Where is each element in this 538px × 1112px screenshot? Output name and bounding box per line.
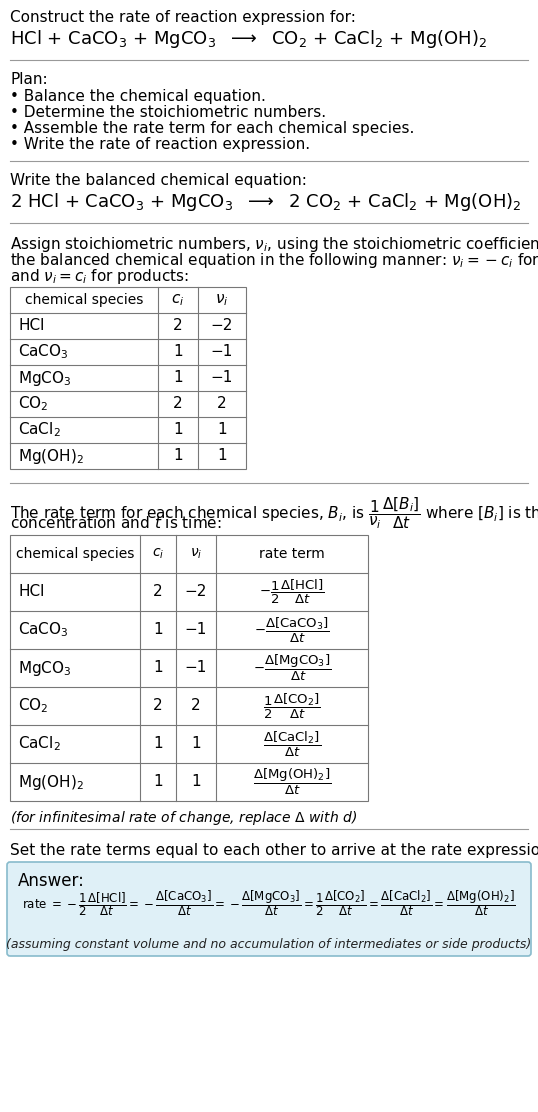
Text: Mg(OH)$_2$: Mg(OH)$_2$ — [18, 447, 84, 466]
Text: 1: 1 — [153, 774, 163, 790]
Text: rate $= -\dfrac{1}{2}\dfrac{\Delta[\mathrm{HCl}]}{\Delta t} = -\dfrac{\Delta[\ma: rate $= -\dfrac{1}{2}\dfrac{\Delta[\math… — [22, 888, 516, 917]
Text: $c_i$: $c_i$ — [152, 547, 164, 562]
Text: (assuming constant volume and no accumulation of intermediates or side products): (assuming constant volume and no accumul… — [6, 939, 532, 951]
Text: CaCl$_2$: CaCl$_2$ — [18, 735, 61, 753]
FancyBboxPatch shape — [7, 862, 531, 956]
Text: 2: 2 — [173, 397, 183, 411]
Text: 2: 2 — [217, 397, 227, 411]
Text: $-\dfrac{\Delta[\mathrm{MgCO_3}]}{\Delta t}$: $-\dfrac{\Delta[\mathrm{MgCO_3}]}{\Delta… — [253, 653, 331, 683]
Text: $\nu_i$: $\nu_i$ — [190, 547, 202, 562]
Text: HCl: HCl — [18, 585, 44, 599]
Text: $\dfrac{\Delta[\mathrm{CaCl_2}]}{\Delta t}$: $\dfrac{\Delta[\mathrm{CaCl_2}]}{\Delta … — [263, 729, 321, 758]
Text: CO$_2$: CO$_2$ — [18, 395, 48, 414]
Text: 1: 1 — [173, 370, 183, 386]
Text: rate term: rate term — [259, 547, 325, 560]
Text: Answer:: Answer: — [18, 872, 85, 890]
Text: 2: 2 — [191, 698, 201, 714]
Text: chemical species: chemical species — [25, 292, 143, 307]
Text: 1: 1 — [217, 423, 227, 437]
Text: concentration and $t$ is time:: concentration and $t$ is time: — [10, 515, 222, 532]
Text: (for infinitesimal rate of change, replace $\Delta$ with $d$): (for infinitesimal rate of change, repla… — [10, 810, 357, 827]
Text: 2 HCl + CaCO$_3$ + MgCO$_3$  $\longrightarrow$  2 CO$_2$ + CaCl$_2$ + Mg(OH)$_2$: 2 HCl + CaCO$_3$ + MgCO$_3$ $\longrighta… — [10, 191, 521, 214]
Text: 2: 2 — [173, 318, 183, 334]
Text: $\nu_i$: $\nu_i$ — [215, 292, 229, 308]
Text: −1: −1 — [211, 370, 233, 386]
Text: • Write the rate of reaction expression.: • Write the rate of reaction expression. — [10, 137, 310, 152]
Text: HCl + CaCO$_3$ + MgCO$_3$  $\longrightarrow$  CO$_2$ + CaCl$_2$ + Mg(OH)$_2$: HCl + CaCO$_3$ + MgCO$_3$ $\longrightarr… — [10, 28, 487, 50]
Text: $-\dfrac{\Delta[\mathrm{CaCO_3}]}{\Delta t}$: $-\dfrac{\Delta[\mathrm{CaCO_3}]}{\Delta… — [254, 615, 330, 645]
Text: $\dfrac{1}{2}\dfrac{\Delta[\mathrm{CO_2}]}{\Delta t}$: $\dfrac{1}{2}\dfrac{\Delta[\mathrm{CO_2}… — [263, 692, 321, 721]
Text: Plan:: Plan: — [10, 72, 48, 87]
Text: CO$_2$: CO$_2$ — [18, 696, 48, 715]
Text: MgCO$_3$: MgCO$_3$ — [18, 658, 72, 677]
Text: • Determine the stoichiometric numbers.: • Determine the stoichiometric numbers. — [10, 105, 326, 120]
Text: Construct the rate of reaction expression for:: Construct the rate of reaction expressio… — [10, 10, 356, 24]
Text: Mg(OH)$_2$: Mg(OH)$_2$ — [18, 773, 84, 792]
Text: CaCO$_3$: CaCO$_3$ — [18, 342, 69, 361]
Text: 1: 1 — [153, 623, 163, 637]
Text: Set the rate terms equal to each other to arrive at the rate expression:: Set the rate terms equal to each other t… — [10, 843, 538, 858]
Text: • Balance the chemical equation.: • Balance the chemical equation. — [10, 89, 266, 105]
Text: 2: 2 — [153, 698, 163, 714]
Text: 1: 1 — [191, 774, 201, 790]
Text: Write the balanced chemical equation:: Write the balanced chemical equation: — [10, 173, 307, 188]
Text: 1: 1 — [173, 345, 183, 359]
Text: • Assemble the rate term for each chemical species.: • Assemble the rate term for each chemic… — [10, 121, 414, 136]
Text: chemical species: chemical species — [16, 547, 134, 560]
Text: MgCO$_3$: MgCO$_3$ — [18, 368, 72, 387]
Text: $\dfrac{\Delta[\mathrm{Mg(OH)_2}]}{\Delta t}$: $\dfrac{\Delta[\mathrm{Mg(OH)_2}]}{\Delt… — [253, 767, 331, 797]
Text: −2: −2 — [185, 585, 207, 599]
Bar — [10, 287, 246, 469]
Text: 1: 1 — [173, 423, 183, 437]
Text: CaCl$_2$: CaCl$_2$ — [18, 420, 61, 439]
Text: and $\nu_i = c_i$ for products:: and $\nu_i = c_i$ for products: — [10, 267, 189, 286]
Text: $c_i$: $c_i$ — [172, 292, 185, 308]
Text: Assign stoichiometric numbers, $\nu_i$, using the stoichiometric coefficients, $: Assign stoichiometric numbers, $\nu_i$, … — [10, 235, 538, 254]
Text: 1: 1 — [191, 736, 201, 752]
Text: 1: 1 — [217, 448, 227, 464]
Text: 2: 2 — [153, 585, 163, 599]
Text: the balanced chemical equation in the following manner: $\nu_i = -c_i$ for react: the balanced chemical equation in the fo… — [10, 251, 538, 270]
Text: 1: 1 — [153, 661, 163, 675]
Text: $-\dfrac{1}{2}\dfrac{\Delta[\mathrm{HCl}]}{\Delta t}$: $-\dfrac{1}{2}\dfrac{\Delta[\mathrm{HCl}… — [259, 578, 325, 606]
Text: −2: −2 — [211, 318, 233, 334]
Text: The rate term for each chemical species, $B_i$, is $\dfrac{1}{\nu_i}\dfrac{\Delt: The rate term for each chemical species,… — [10, 495, 538, 530]
Text: CaCO$_3$: CaCO$_3$ — [18, 620, 69, 639]
Text: HCl: HCl — [18, 318, 44, 334]
Text: 1: 1 — [153, 736, 163, 752]
Text: −1: −1 — [211, 345, 233, 359]
Bar — [10, 535, 368, 801]
Text: 1: 1 — [173, 448, 183, 464]
Text: −1: −1 — [185, 661, 207, 675]
Text: −1: −1 — [185, 623, 207, 637]
